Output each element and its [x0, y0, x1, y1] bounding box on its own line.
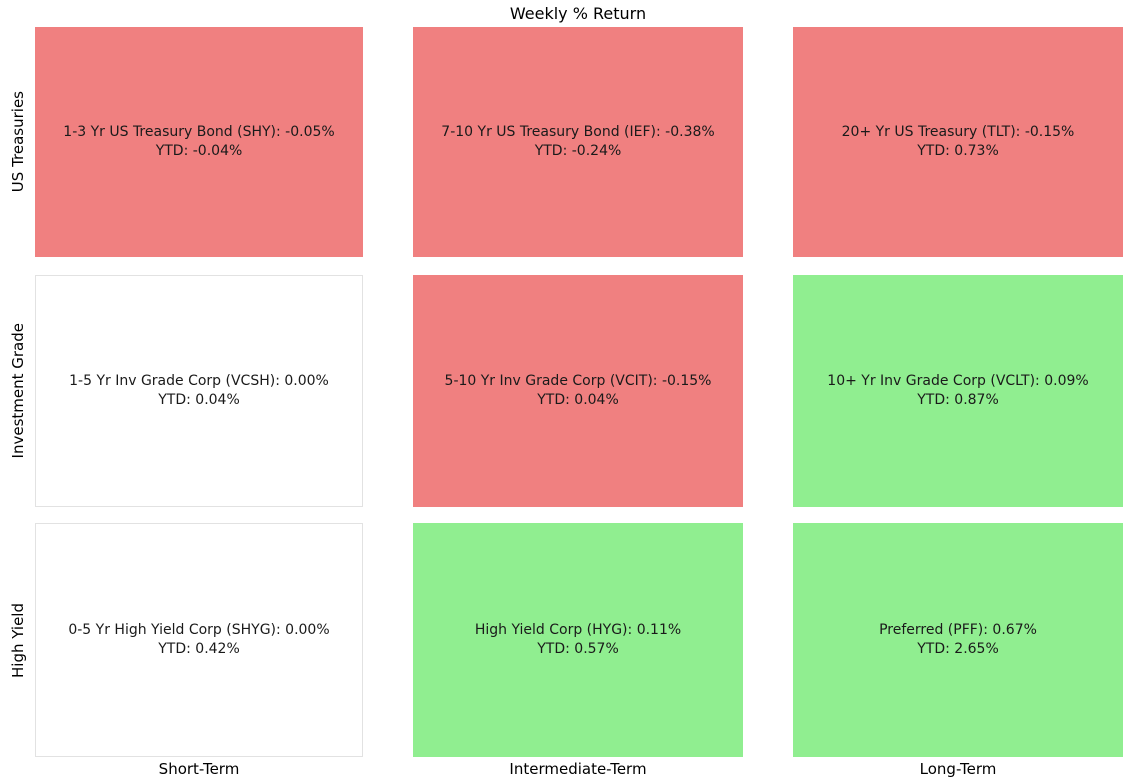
heatmap-cell-shyg: 0-5 Yr High Yield Corp (SHYG): 0.00% YTD… — [35, 523, 363, 757]
cell-label: 10+ Yr Inv Grade Corp (VCLT): 0.09% — [827, 373, 1089, 389]
cell-ytd: YTD: 0.04% — [537, 392, 619, 408]
col-label-short-term: Short-Term — [158, 760, 240, 778]
cell-ytd: YTD: 2.65% — [917, 641, 999, 657]
row-label-text: High Yield — [9, 602, 27, 678]
row-label-text: Investment Grade — [9, 323, 27, 459]
cell-ytd: YTD: -0.04% — [155, 143, 243, 159]
cell-ytd: YTD: 0.04% — [158, 392, 240, 408]
heatmap-cell-tlt: 20+ Yr US Treasury (TLT): -0.15% YTD: 0.… — [793, 27, 1123, 257]
row-label-us-treasuries: US Treasuries — [2, 27, 34, 257]
cell-label: Preferred (PFF): 0.67% — [879, 622, 1037, 638]
row-label-text: US Treasuries — [9, 91, 27, 193]
cell-label: 1-3 Yr US Treasury Bond (SHY): -0.05% — [63, 124, 335, 140]
heatmap-cell-vcsh: 1-5 Yr Inv Grade Corp (VCSH): 0.00% YTD:… — [35, 275, 363, 507]
heatmap-cell-vclt: 10+ Yr Inv Grade Corp (VCLT): 0.09% YTD:… — [793, 275, 1123, 507]
cell-label: High Yield Corp (HYG): 0.11% — [474, 622, 682, 638]
cell-label: 20+ Yr US Treasury (TLT): -0.15% — [841, 124, 1075, 140]
heatmap-cell-ief: 7-10 Yr US Treasury Bond (IEF): -0.38% Y… — [413, 27, 743, 257]
row-label-investment-grade: Investment Grade — [2, 275, 34, 507]
cell-label: 5-10 Yr Inv Grade Corp (VCIT): -0.15% — [444, 373, 712, 389]
heatmap-cell-hyg: High Yield Corp (HYG): 0.11% YTD: 0.57% — [413, 523, 743, 757]
cell-label: 1-5 Yr Inv Grade Corp (VCSH): 0.00% — [69, 373, 329, 389]
col-label-intermediate-term: Intermediate-Term — [509, 760, 647, 778]
heatmap-cell-vcit: 5-10 Yr Inv Grade Corp (VCIT): -0.15% YT… — [413, 275, 743, 507]
col-label-long-term: Long-Term — [919, 760, 997, 778]
cell-ytd: YTD: -0.24% — [534, 143, 622, 159]
row-label-high-yield: High Yield — [2, 523, 34, 757]
heatmap-cell-shy: 1-3 Yr US Treasury Bond (SHY): -0.05% YT… — [35, 27, 363, 257]
cell-ytd: YTD: 0.42% — [158, 641, 240, 657]
cell-ytd: YTD: 0.57% — [537, 641, 619, 657]
heatmap-cell-pff: Preferred (PFF): 0.67% YTD: 2.65% — [793, 523, 1123, 757]
chart-title: Weekly % Return — [509, 4, 647, 23]
cell-label: 0-5 Yr High Yield Corp (SHYG): 0.00% — [68, 622, 330, 638]
cell-label: 7-10 Yr US Treasury Bond (IEF): -0.38% — [441, 124, 715, 140]
cell-ytd: YTD: 0.87% — [917, 392, 999, 408]
cell-ytd: YTD: 0.73% — [917, 143, 999, 159]
